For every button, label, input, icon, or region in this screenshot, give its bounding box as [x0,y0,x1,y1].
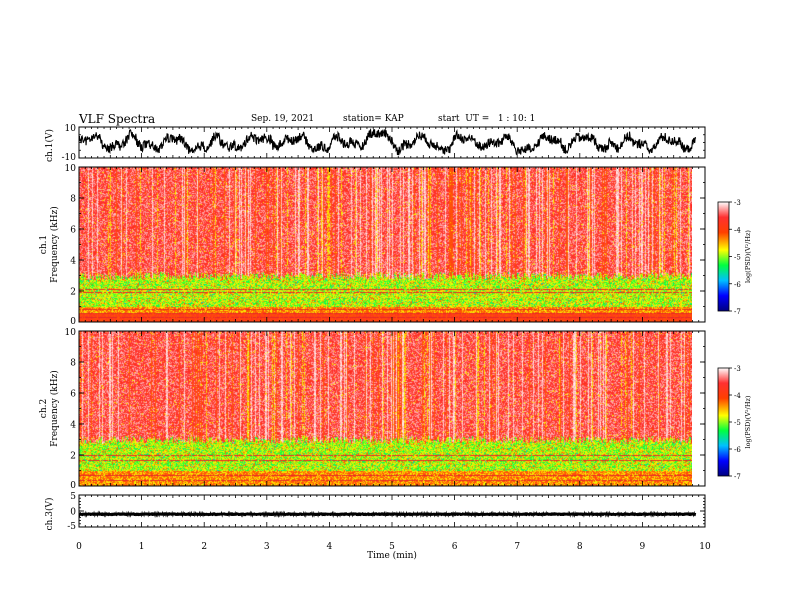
colorbar-tick-label: -4 [734,392,741,400]
x-tick-label: 2 [201,542,207,552]
ch1-spectrogram-ylabel-frequency: Frequency (kHz) [49,206,60,283]
x-tick-label: 1 [139,542,145,552]
ch3-waveform-y-tick-label: 0 [70,508,76,518]
ch1-spectrogram-y-tick-label: 4 [70,257,76,267]
ch1-spectrogram-y-tick-label: 0 [70,317,76,327]
ch2-spectrogram-y-tick-label: 6 [70,390,76,400]
colorbar-tick-label: -5 [734,419,741,427]
figure-title: VLF Spectra [79,112,156,126]
colorbar-tick-label: -3 [734,365,741,373]
x-tick-label: 9 [640,542,646,552]
ch3-waveform-y-tick-label: -5 [67,522,76,532]
colorbar-tick-label: -7 [734,473,741,481]
x-tick-label: 10 [699,542,711,552]
figure-start-time: start UT = 1 : 10: 1 [438,114,536,124]
colorbar-1 [717,201,730,312]
colorbar-tick-label: -4 [734,226,741,234]
ch2-spectrogram-y-tick-label: 4 [70,421,76,431]
ch1-spectrogram-y-tick-label: 8 [70,195,76,205]
colorbar-tick-label: -6 [734,446,741,454]
x-tick-label: 0 [76,542,82,552]
ch3-waveform-trace [78,510,697,519]
x-tick-label: 8 [577,542,583,552]
ch1-waveform-y-tick-label: -10 [62,153,77,163]
ch2-spectrogram-image [79,331,692,486]
ch1-spectrogram-y-tick-label: 6 [70,226,76,236]
colorbar-tick-label: -6 [734,281,741,289]
colorbar-tick-label: -3 [734,199,741,207]
figure-station: station= KAP [343,114,404,124]
ch2-spectrogram-ylabel-frequency: Frequency (kHz) [49,370,60,447]
ch1-spectrogram-ylabel-channel: ch.1 [39,235,49,254]
ch2-spectrogram-y-tick-label: 8 [70,359,76,369]
x-tick-label: 7 [514,542,520,552]
ch2-spectrogram-y-tick-label: 2 [70,452,76,462]
x-tick-label: 5 [389,542,395,552]
ch1-spectrogram-image [79,167,692,322]
ch2-spectrogram-ylabel-channel: ch.2 [39,399,49,418]
ch2-spectrogram-y-tick-label: 0 [70,481,76,491]
colorbar-tick-label: -7 [734,308,741,316]
x-tick-label: 3 [264,542,270,552]
colorbar-label-1: log(PSD)(V²/Hz) [744,230,752,283]
ch1-spectrogram-y-tick-label: 10 [65,164,77,174]
figure-date: Sep. 19, 2021 [251,114,315,124]
ch1-waveform-trace [78,128,697,156]
x-tick-label: 4 [327,542,333,552]
colorbar-tick-label: -5 [734,254,741,262]
colorbar-label-2: log(PSD)(V²/Hz) [744,395,752,448]
ch1-waveform-ylabel: ch.1(V) [44,129,55,162]
x-tick-label: 6 [452,542,458,552]
ch1-waveform-y-tick-label: 10 [65,124,77,134]
colorbar-2 [717,367,730,477]
ch3-waveform-ylabel: ch.3(V) [44,498,55,531]
x-axis-label: Time (min) [367,550,417,561]
ch2-spectrogram-y-tick-label: 10 [65,328,77,338]
ch1-spectrogram-y-tick-label: 2 [70,288,76,298]
ch3-waveform-y-tick-label: 5 [70,492,76,502]
